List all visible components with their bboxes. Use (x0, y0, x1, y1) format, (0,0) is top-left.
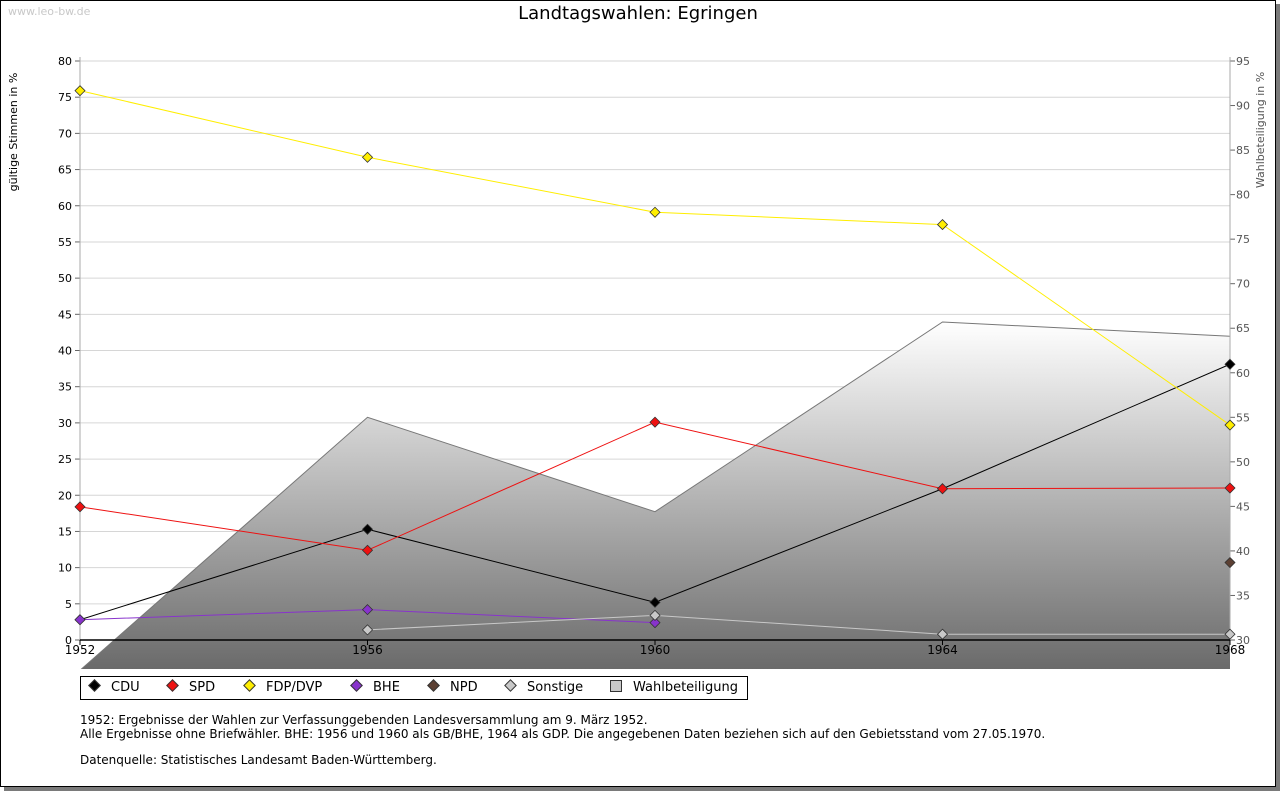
y2-tick-label-55: 55 (1236, 411, 1250, 424)
legend-npd-marker (427, 679, 440, 692)
y2-tick-label-90: 90 (1236, 100, 1250, 113)
point-fdp-dvp-1956 (361, 151, 374, 163)
line-sonstige (367, 614, 1230, 635)
legend-cdu-label: CDU (111, 680, 140, 695)
legend-cdu-marker (88, 679, 101, 692)
point-spd-1956 (361, 544, 374, 556)
point-bhe-1960 (649, 617, 661, 629)
point-sonstige-1956 (361, 624, 374, 636)
legend-item-npd: NPD (427, 679, 478, 696)
y2-tick-label-50: 50 (1236, 456, 1250, 469)
y2-tick-label-45: 45 (1236, 500, 1250, 513)
y-tick-label-0: 0 (65, 634, 72, 647)
legend-sonstige-marker (504, 679, 517, 692)
point-npd-1968 (1224, 556, 1236, 569)
y-tick-label-60: 60 (58, 200, 72, 213)
y-tick-label-30: 30 (58, 417, 72, 430)
point-spd-1952 (74, 501, 86, 513)
point-sonstige-1960 (649, 609, 661, 621)
note-briefwaehler: Alle Ergebnisse ohne Briefwähler. BHE: 1… (80, 727, 1046, 741)
note-1952: 1952: Ergebnisse der Wahlen zur Verfassu… (80, 713, 648, 727)
y-tick-label-75: 75 (58, 91, 72, 104)
x-tick-label-1956: 1956 (352, 643, 383, 657)
y2-tick-label-80: 80 (1236, 189, 1250, 202)
legend-item-cdu: CDU (88, 679, 140, 696)
legend-wahlbeteiligung-label: Wahlbeteiligung (633, 680, 739, 695)
y-tick-label-55: 55 (58, 236, 72, 249)
point-fdp-dvp-1960 (649, 206, 661, 218)
x-tick-label-1952: 1952 (65, 643, 96, 657)
legend-bhe-marker (350, 679, 363, 692)
legend-fdp-label: FDP/DVP (266, 680, 323, 695)
legend-fdp-marker (243, 679, 256, 692)
y2-tick-label-30: 30 (1236, 634, 1250, 647)
legend-sonstige-label: Sonstige (527, 680, 584, 695)
y2-tick-label-75: 75 (1236, 233, 1250, 246)
legend-item-sonstige: Sonstige (504, 679, 584, 696)
legend-item-wahlbeteiligung: Wahlbeteiligung (610, 680, 738, 696)
point-sonstige-1968 (1224, 628, 1236, 640)
y-tick-label-25: 25 (58, 453, 72, 466)
y-axis-label: gültige Stimmen in % (7, 73, 20, 192)
y-tick-label-35: 35 (58, 381, 72, 394)
legend-spd-marker (166, 679, 179, 692)
x-tick-label-1960: 1960 (640, 643, 671, 657)
y2-tick-label-60: 60 (1236, 367, 1250, 380)
legend-item-bhe: BHE (350, 679, 400, 696)
y-tick-label-80: 80 (58, 55, 72, 68)
x-tick-label-1964: 1964 (927, 643, 958, 657)
y-tick-label-65: 65 (58, 164, 72, 177)
y2-axis-label: Wahlbeteiligung in % (1254, 72, 1267, 188)
y-tick-label-40: 40 (58, 345, 72, 358)
y2-tick-label-65: 65 (1236, 322, 1250, 335)
y2-tick-label-35: 35 (1236, 589, 1250, 602)
y-tick-label-5: 5 (65, 598, 72, 611)
legend-item-fdp: FDP/DVP (243, 679, 323, 696)
point-cdu-1956 (361, 523, 374, 535)
point-bhe-1952 (74, 614, 86, 626)
point-fdp-dvp-1964 (936, 219, 949, 231)
y2-tick-label-70: 70 (1236, 278, 1250, 291)
point-spd-1964 (936, 483, 949, 495)
note-source: Datenquelle: Statistisches Landesamt Bad… (80, 753, 437, 767)
watermark: www.leo-bw.de (8, 5, 91, 18)
point-bhe-1956 (361, 604, 374, 616)
x-tick-label-1968: 1968 (1215, 643, 1246, 657)
y-tick-label-45: 45 (58, 308, 72, 321)
point-fdp-dvp-1952 (74, 85, 86, 97)
point-spd-1968 (1224, 482, 1236, 494)
legend-spd-label: SPD (189, 680, 216, 695)
y-tick-label-20: 20 (58, 489, 72, 502)
y2-tick-label-85: 85 (1236, 144, 1250, 157)
point-sonstige-1964 (936, 628, 949, 640)
y2-tick-label-95: 95 (1236, 55, 1250, 68)
turnout-outline (80, 321, 1231, 669)
y-tick-label-50: 50 (58, 272, 72, 285)
legend: CDU SPD FDP/DVP BHE NPD Sonstige Wahlbet… (80, 676, 748, 700)
turnout-area (81, 321, 1230, 669)
point-cdu-1960 (649, 596, 661, 608)
y-tick-label-10: 10 (58, 562, 72, 575)
legend-npd-label: NPD (450, 680, 478, 695)
point-spd-1960 (649, 416, 661, 428)
legend-item-spd: SPD (166, 679, 216, 696)
y-tick-label-70: 70 (58, 127, 72, 140)
legend-wahlbeteiligung-swatch (610, 680, 622, 692)
point-cdu-1968 (1224, 358, 1236, 370)
y-tick-label-15: 15 (58, 525, 72, 538)
y2-tick-label-40: 40 (1236, 545, 1250, 558)
point-fdp-dvp-1968 (1224, 419, 1236, 431)
chart-title: Landtagswahlen: Egringen (518, 3, 758, 24)
legend-bhe-label: BHE (373, 680, 400, 695)
